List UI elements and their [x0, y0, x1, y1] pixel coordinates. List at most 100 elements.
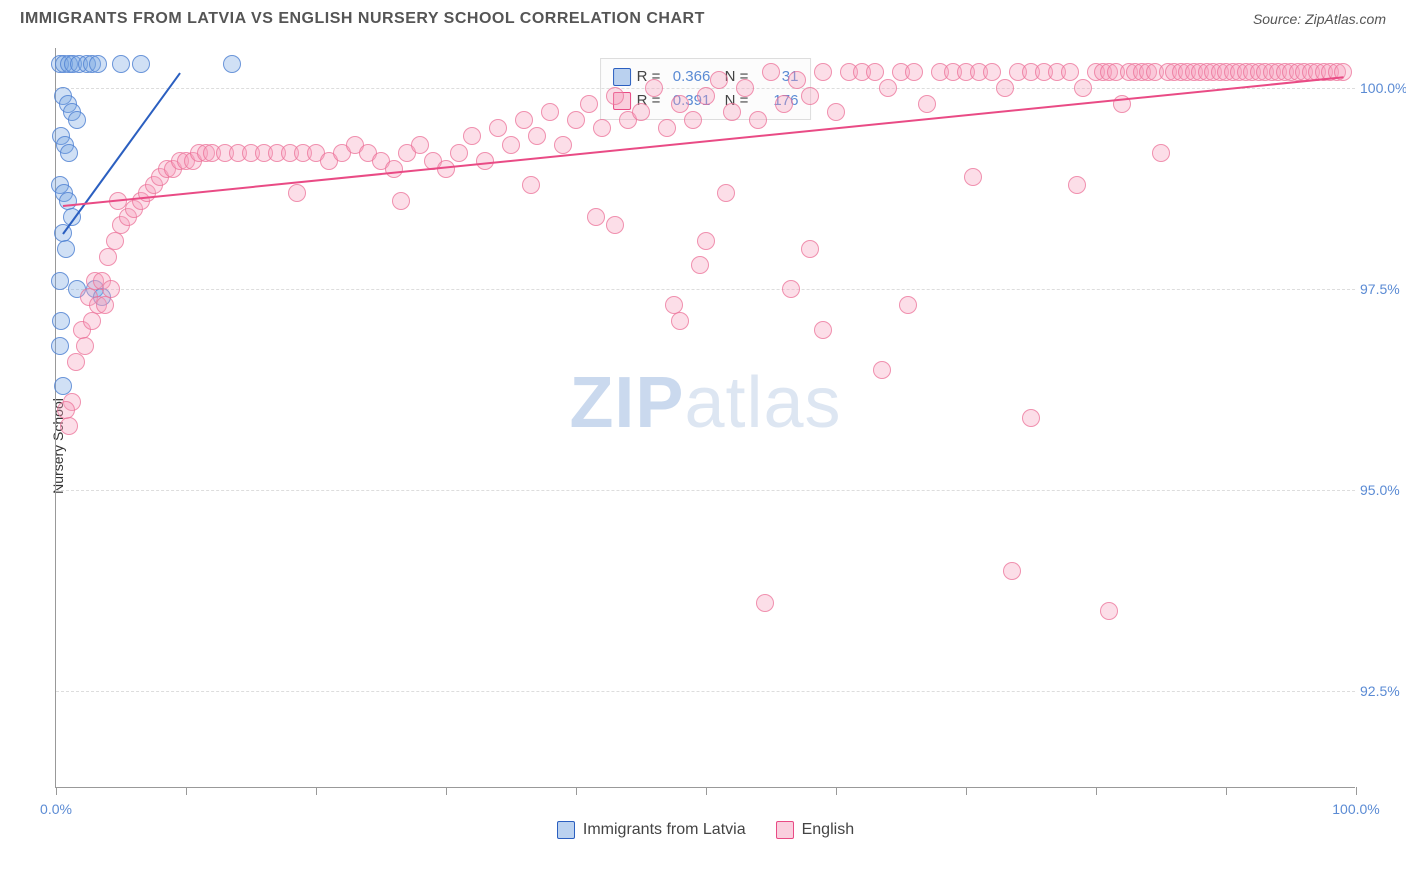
- data-point: [57, 401, 75, 419]
- y-tick-label: 92.5%: [1360, 683, 1406, 699]
- data-point: [223, 55, 241, 73]
- data-point: [1152, 144, 1170, 162]
- data-point: [632, 103, 650, 121]
- data-point: [489, 119, 507, 137]
- data-point: [67, 353, 85, 371]
- data-point: [132, 55, 150, 73]
- data-point: [59, 192, 77, 210]
- bottom-legend-blue: Immigrants from Latvia: [557, 821, 746, 839]
- data-point: [710, 71, 728, 89]
- x-tick: [316, 787, 317, 795]
- swatch-pink-icon: [776, 821, 794, 839]
- watermark: ZIPatlas: [569, 362, 841, 444]
- data-point: [814, 321, 832, 339]
- data-point: [1074, 79, 1092, 97]
- header-bar: IMMIGRANTS FROM LATVIA VS ENGLISH NURSER…: [0, 0, 1406, 33]
- data-point: [756, 594, 774, 612]
- data-point: [1003, 562, 1021, 580]
- data-point: [606, 87, 624, 105]
- data-point: [905, 63, 923, 81]
- data-point: [697, 87, 715, 105]
- data-point: [587, 208, 605, 226]
- data-point: [684, 111, 702, 129]
- data-point: [691, 256, 709, 274]
- data-point: [879, 79, 897, 97]
- data-point: [593, 119, 611, 137]
- data-point: [528, 127, 546, 145]
- data-point: [60, 144, 78, 162]
- data-point: [671, 95, 689, 113]
- swatch-blue-icon: [613, 68, 631, 86]
- data-point: [899, 296, 917, 314]
- x-tick: [1096, 787, 1097, 795]
- data-point: [827, 103, 845, 121]
- data-point: [1061, 63, 1079, 81]
- x-tick: [446, 787, 447, 795]
- data-point: [697, 232, 715, 250]
- bottom-legend-pink-label: English: [802, 821, 854, 839]
- data-point: [723, 103, 741, 121]
- data-point: [411, 136, 429, 154]
- legend-blue-r: 0.366: [666, 65, 710, 89]
- data-point: [68, 111, 86, 129]
- data-point: [83, 312, 101, 330]
- data-point: [554, 136, 572, 154]
- bottom-legend-pink: English: [776, 821, 854, 839]
- bottom-legend-blue-label: Immigrants from Latvia: [583, 821, 746, 839]
- x-tick: [836, 787, 837, 795]
- data-point: [541, 103, 559, 121]
- data-point: [658, 119, 676, 137]
- data-point: [801, 87, 819, 105]
- data-point: [964, 168, 982, 186]
- swatch-blue-icon: [557, 821, 575, 839]
- y-tick-label: 97.5%: [1360, 281, 1406, 297]
- data-point: [996, 79, 1014, 97]
- data-point: [515, 111, 533, 129]
- data-point: [1068, 176, 1086, 194]
- x-tick-label: 100.0%: [1332, 801, 1379, 817]
- data-point: [385, 160, 403, 178]
- chart-title: IMMIGRANTS FROM LATVIA VS ENGLISH NURSER…: [20, 10, 705, 28]
- watermark-prefix: ZIP: [569, 363, 684, 443]
- data-point: [102, 280, 120, 298]
- chart-plot-area: ZIPatlas R = 0.366 N = 31 R = 0.391 N = …: [55, 48, 1355, 788]
- data-point: [502, 136, 520, 154]
- data-point: [918, 95, 936, 113]
- data-point: [89, 55, 107, 73]
- data-point: [580, 95, 598, 113]
- data-point: [57, 240, 75, 258]
- data-point: [106, 232, 124, 250]
- x-tick: [56, 787, 57, 795]
- gridline: [56, 289, 1355, 290]
- data-point: [96, 296, 114, 314]
- x-tick: [576, 787, 577, 795]
- data-point: [288, 184, 306, 202]
- data-point: [775, 95, 793, 113]
- bottom-legend: Immigrants from Latvia English: [56, 821, 1355, 839]
- data-point: [801, 240, 819, 258]
- data-point: [51, 337, 69, 355]
- data-point: [450, 144, 468, 162]
- data-point: [392, 192, 410, 210]
- data-point: [749, 111, 767, 129]
- data-point: [762, 63, 780, 81]
- data-point: [1100, 602, 1118, 620]
- data-point: [782, 280, 800, 298]
- data-point: [52, 312, 70, 330]
- data-point: [873, 361, 891, 379]
- data-point: [788, 71, 806, 89]
- data-point: [1022, 409, 1040, 427]
- data-point: [51, 272, 69, 290]
- y-tick-label: 100.0%: [1360, 80, 1406, 96]
- x-tick: [706, 787, 707, 795]
- data-point: [645, 79, 663, 97]
- y-tick-label: 95.0%: [1360, 482, 1406, 498]
- data-point: [476, 152, 494, 170]
- data-point: [76, 337, 94, 355]
- source-label: Source: ZipAtlas.com: [1253, 11, 1386, 27]
- data-point: [567, 111, 585, 129]
- data-point: [522, 176, 540, 194]
- x-tick-label: 0.0%: [40, 801, 72, 817]
- watermark-suffix: atlas: [684, 363, 841, 443]
- gridline: [56, 691, 1355, 692]
